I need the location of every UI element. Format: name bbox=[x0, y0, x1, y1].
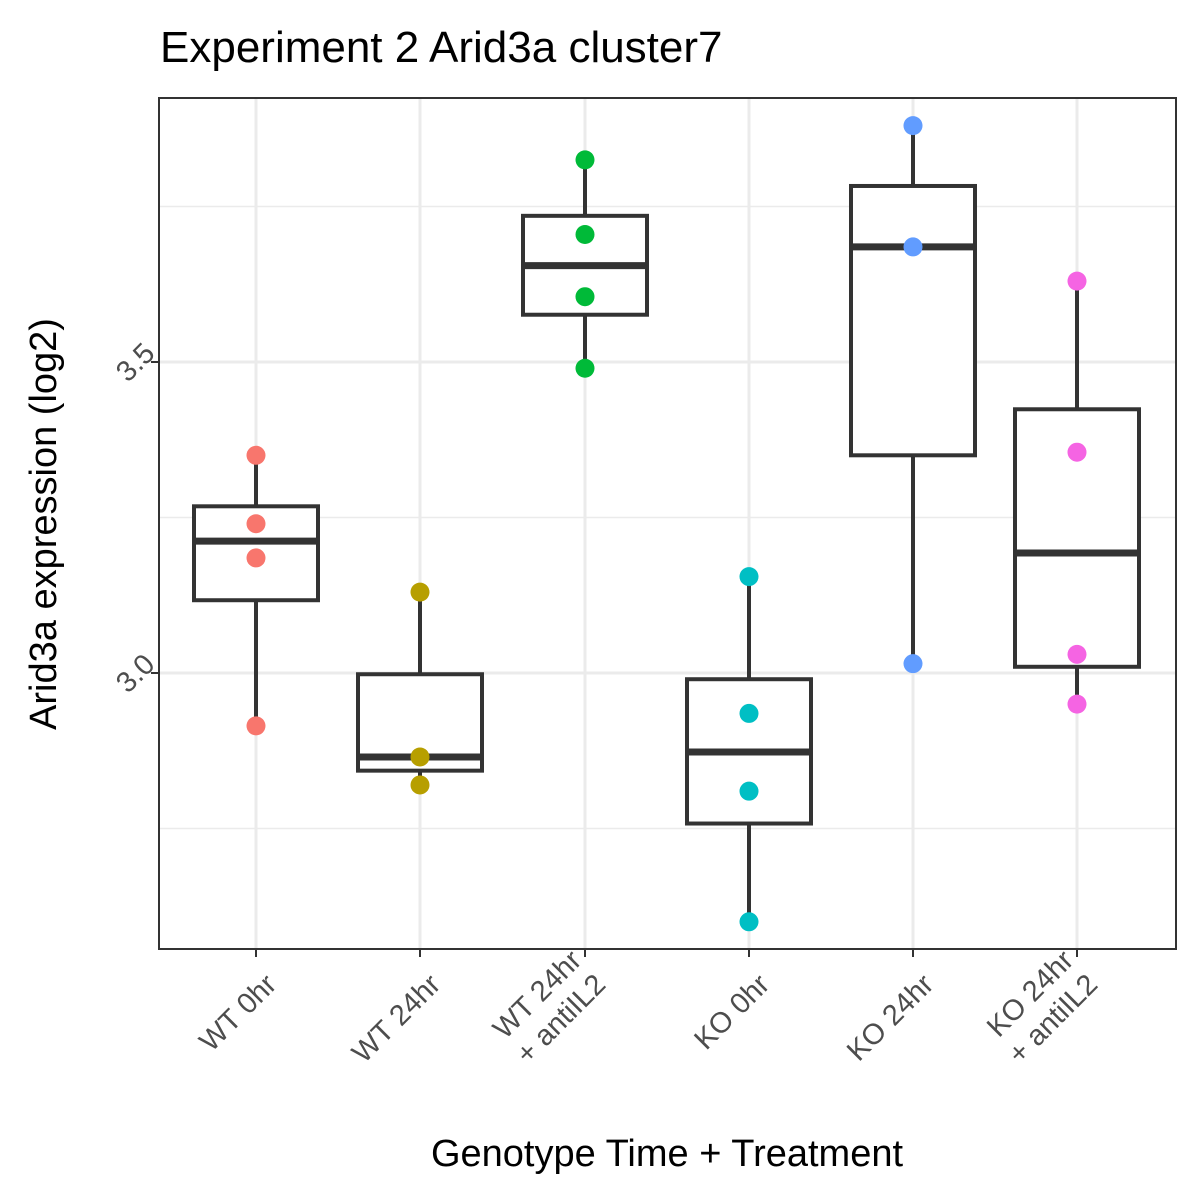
x-tick-label: KO 24hr+ antiIL2 bbox=[981, 944, 1104, 1070]
y-axis-title: Arid3a expression (log2) bbox=[23, 318, 65, 730]
data-point bbox=[410, 582, 430, 602]
data-point bbox=[1067, 644, 1087, 664]
data-point bbox=[575, 150, 595, 170]
data-point bbox=[246, 716, 266, 736]
x-tick-label: KO 0hr bbox=[688, 968, 776, 1056]
x-tick-label-line: KO 24hr bbox=[841, 968, 940, 1067]
data-point bbox=[410, 775, 430, 795]
y-tick-label: 3.5 bbox=[110, 337, 161, 388]
boxplot bbox=[849, 125, 977, 664]
x-tick-label-line: WT 24hr bbox=[346, 968, 447, 1069]
data-point bbox=[246, 548, 266, 568]
y-axis: 3.0 3.5 bbox=[110, 337, 161, 699]
x-tick-label: WT 0hr bbox=[194, 968, 284, 1058]
data-point bbox=[903, 116, 923, 136]
y-tick-label: 3.0 bbox=[110, 648, 161, 699]
data-point bbox=[739, 912, 759, 932]
data-point bbox=[575, 287, 595, 307]
data-point bbox=[575, 358, 595, 378]
data-point bbox=[575, 224, 595, 244]
data-point bbox=[246, 445, 266, 465]
x-tick-label-line: KO 0hr bbox=[688, 968, 776, 1056]
data-point bbox=[246, 514, 266, 534]
x-axis: WT 0hr WT 24hr WT 24hr+ antiIL2 KO 0hr KO 24… bbox=[194, 944, 1104, 1070]
plot-panel bbox=[158, 97, 1177, 950]
data-point bbox=[1067, 694, 1087, 714]
data-point bbox=[739, 781, 759, 801]
panel-background bbox=[159, 98, 1176, 949]
data-point bbox=[1067, 271, 1087, 291]
x-tick-label: WT 24hr bbox=[346, 968, 447, 1069]
x-tick-label-line: WT 0hr bbox=[194, 968, 284, 1058]
data-point bbox=[1067, 442, 1087, 462]
data-point bbox=[739, 567, 759, 587]
x-tick-label: WT 24hr+ antiIL2 bbox=[487, 944, 612, 1070]
data-point bbox=[903, 654, 923, 674]
data-point bbox=[903, 237, 923, 257]
panel-border bbox=[158, 97, 1177, 950]
data-point bbox=[410, 747, 430, 767]
box bbox=[849, 183, 977, 458]
chart-title: Experiment 2 Arid3a cluster7 bbox=[160, 23, 723, 72]
x-axis-title: Genotype Time + Treatment bbox=[431, 1133, 904, 1175]
x-tick-label: KO 24hr bbox=[841, 968, 940, 1067]
data-points bbox=[246, 116, 1087, 932]
data-point bbox=[739, 703, 759, 723]
